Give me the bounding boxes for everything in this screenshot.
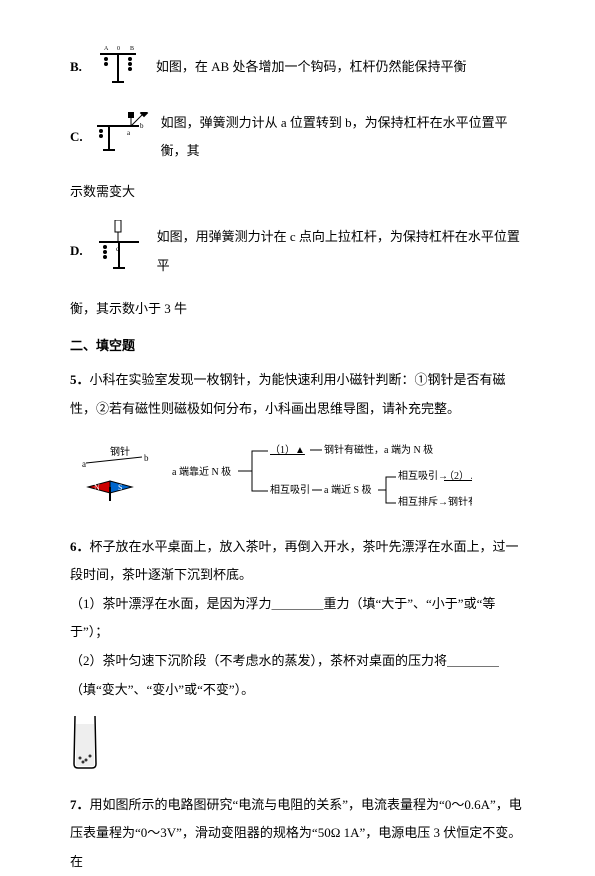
svg-text:a: a [127,129,131,137]
svg-text:a 端近 S 极: a 端近 S 极 [324,483,372,496]
q6-text: 杯子放在水平桌面上，放入茶叶，再倒入开水，茶叶先漂浮在水面上，过一段时间，茶叶逐… [70,539,519,583]
q6-num: 6． [70,539,90,554]
option-b-diagram: A 0 B [90,40,146,95]
option-b-text: 如图，在 AB 处各增加一个钩码，杠杆仍然能保持平衡 [156,53,467,82]
question-7: 7．用如图所示的电路图研究“电流与电阻的关系”，电流表量程为“0～0.6A”，电… [70,791,525,876]
option-d-label: D. [70,237,83,266]
needle-label: 钢针 [110,445,130,458]
option-d-cont: 衡，其示数小于 3 牛 [70,295,525,324]
option-d-diagram: c [91,220,147,283]
cup-diagram [70,714,525,781]
svg-text:（1）▲: （1）▲ [270,444,305,456]
svg-text:相互吸引→: 相互吸引→ [398,469,448,482]
q6-part1: （1）茶叶漂浮在水面，是因为浮力＿＿＿＿重力（填“大于”、“小于”或“等于”）； [70,590,525,647]
svg-text:S: S [118,483,122,492]
option-b: B. A 0 B 如图，在 AB 处各增加一个钩码，杠杆仍然能保持平衡 [70,40,525,95]
svg-text:0: 0 [117,46,120,52]
q5-flowchart: 钢针 a b N S a 端靠近 N 极 （1）▲ 钢针有磁性，a 端为 N 极… [80,433,525,522]
q5-text: 小科在实验室发现一枚钢针，为能快速利用小磁针判断：①钢针是否有磁性，②若有磁性则… [70,372,506,416]
svg-text:N: N [94,483,100,492]
svg-text:相互吸引: 相互吸引 [270,483,310,496]
svg-text:（2）▲: （2）▲ [444,470,472,482]
q5-num: 5． [70,372,90,387]
option-c-text: 如图，弹簧测力计从 a 位置转到 b，为保持杠杆在水平位置平衡，其 [161,109,525,166]
option-c-diagram: a b [91,112,155,163]
svg-text:钢针有磁性，a 端为 N 极: 钢针有磁性，a 端为 N 极 [324,443,433,456]
svg-text:a: a [82,459,86,469]
option-c-cont: 示数需变大 [70,178,525,207]
svg-text:a 端靠近 N 极: a 端靠近 N 极 [172,465,231,478]
section-2-title: 二、填空题 [70,332,525,361]
option-b-label: B. [70,53,82,82]
option-c: C. a b 如图，弹簧测力计从 a 位置转到 b，为保持杠杆在水平位置平衡，其 [70,109,525,166]
svg-text:相互排斥→钢针有磁性，a 端为 S 极: 相互排斥→钢针有磁性，a 端为 S 极 [398,495,472,508]
svg-text:b: b [144,453,149,463]
option-d-text: 如图，用弹簧测力计在 c 点向上拉杠杆，为保持杠杆在水平位置平 [157,223,525,280]
q6-part2: （2）茶叶匀速下沉阶段（不考虑水的蒸发），茶杯对桌面的压力将＿＿＿＿（填“变大”… [70,647,525,704]
svg-text:A: A [104,46,109,52]
question-6: 6．杯子放在水平桌面上，放入茶叶，再倒入开水，茶叶先漂浮在水面上，过一段时间，茶… [70,533,525,590]
q7-text: 用如图所示的电路图研究“电流与电阻的关系”，电流表量程为“0～0.6A”，电压表… [70,797,522,869]
option-c-label: C. [70,123,83,152]
q7-num: 7． [70,797,90,812]
question-5: 5．小科在实验室发现一枚钢针，为能快速利用小磁针判断：①钢针是否有磁性，②若有磁… [70,366,525,423]
flow-tree: a 端靠近 N 极 （1）▲ 钢针有磁性，a 端为 N 极 相互吸引 a 端近 … [172,433,472,513]
svg-text:c: c [116,245,119,253]
option-d: D. c 如图，用弹簧测力计在 c 点向上拉杠杆，为保持杠杆在水平位置平 [70,220,525,283]
compass-diagram: 钢针 a b N S [80,445,166,501]
svg-text:B: B [130,46,134,52]
svg-text:b: b [140,122,144,130]
